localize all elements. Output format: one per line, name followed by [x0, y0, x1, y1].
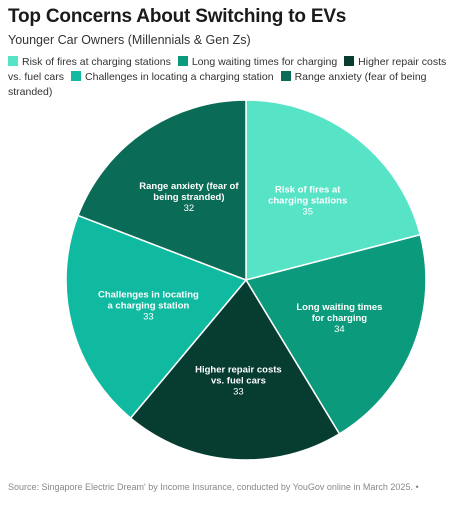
- chart-subtitle: Younger Car Owners (Millennials & Gen Zs…: [8, 33, 251, 47]
- legend-swatch: [8, 56, 18, 66]
- pie-slice: [129, 278, 341, 461]
- legend-swatch: [344, 56, 355, 66]
- pie-slice: [77, 99, 247, 282]
- legend-label: Risk of fires at charging stations: [22, 56, 171, 68]
- slice-label: Long waiting times for charging: [296, 302, 382, 324]
- legend-label: Higher repair costs vs. fuel cars: [8, 56, 447, 83]
- legend-label: Challenges in locating a charging statio…: [85, 71, 274, 83]
- legend-swatch: [71, 71, 82, 81]
- legend-swatch: [177, 56, 188, 66]
- legend-item: Challenges in locating a charging statio…: [71, 71, 274, 83]
- legend-label: Long waiting times for charging: [191, 56, 338, 68]
- source-note: Source: Singapore Electric Dream' by Inc…: [8, 482, 419, 492]
- slice-value: 33: [143, 311, 154, 322]
- slice-label-group: Range anxiety (fear of being stranded)32: [139, 181, 239, 214]
- legend-item: Higher repair costs vs. fuel cars: [8, 56, 446, 83]
- slice-label: Range anxiety (fear of being stranded): [139, 181, 239, 203]
- slice-label: Higher repair costs vs. fuel cars: [195, 365, 282, 387]
- slice-value: 33: [233, 387, 244, 398]
- legend-item: Long waiting times for charging: [177, 56, 338, 68]
- pie-slice: [244, 233, 427, 435]
- legend-item: Risk of fires at charging stations: [8, 56, 171, 68]
- pie-slice: [65, 214, 248, 420]
- slice-label: Challenges in locating a charging station: [98, 289, 199, 311]
- slice-value: 32: [184, 203, 195, 214]
- legend-swatch: [280, 71, 291, 81]
- slice-value: 35: [302, 206, 313, 217]
- legend-label: Range anxiety (fear of being stranded): [8, 71, 427, 98]
- legend-item: Range anxiety (fear of being stranded): [8, 71, 427, 98]
- chart-title: Top Concerns About Switching to EVs: [8, 6, 347, 27]
- pie-slice: [245, 99, 422, 281]
- slice-label: Risk of fires at charging stations: [268, 184, 347, 206]
- chart-legend: Risk of fires at charging stations Long w…: [8, 55, 456, 100]
- slice-value: 34: [334, 324, 345, 335]
- slice-label-group: Challenges in locating a charging station…: [98, 289, 199, 322]
